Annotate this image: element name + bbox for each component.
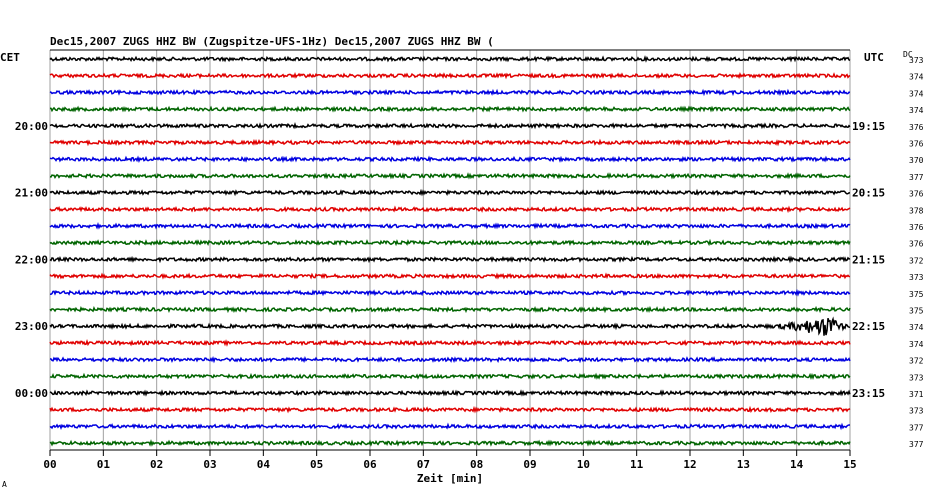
trace-line — [49, 238, 851, 247]
dc-value: 377 — [909, 173, 924, 182]
left-timezone-label: CET — [0, 51, 20, 64]
trace-line — [49, 188, 851, 197]
trace-line — [49, 422, 851, 431]
dc-value: 375 — [909, 290, 924, 299]
dc-value: 374 — [909, 89, 924, 98]
dc-value: 373 — [909, 273, 924, 282]
trace-line — [49, 155, 851, 164]
x-tick-label: 05 — [310, 458, 323, 471]
trace-line — [49, 389, 851, 397]
dc-value: 374 — [909, 323, 924, 332]
trace-line — [49, 172, 851, 180]
trace-line — [49, 356, 851, 364]
dc-value: 372 — [909, 357, 924, 366]
labels: 373 374 374 374 376 376 370 377 376 378 376 376 372 3… — [15, 56, 924, 449]
left-time-label: 23:00 — [15, 320, 48, 333]
trace-line — [49, 305, 851, 314]
left-time-label: 22:00 — [15, 253, 48, 266]
x-tick-label: 15 — [843, 458, 856, 471]
x-tick-label: 09 — [523, 458, 536, 471]
trace-line — [49, 71, 851, 80]
right-timezone-label: UTC — [864, 51, 884, 64]
trace-line — [49, 272, 851, 280]
trace-line — [49, 122, 851, 130]
x-axis: 00 01 02 03 04 05 06 07 08 09 10 11 12 13 14 15 — [43, 449, 857, 471]
x-tick-label: 13 — [737, 458, 750, 471]
trace-line — [49, 339, 851, 347]
left-time-label: 20:00 — [15, 120, 48, 133]
trace-line — [49, 55, 851, 63]
right-time-label: 21:15 — [852, 253, 885, 266]
x-tick-label: 07 — [417, 458, 430, 471]
dc-value: 376 — [909, 240, 924, 249]
dc-value: 375 — [909, 307, 924, 316]
right-time-label: 22:15 — [852, 320, 885, 333]
dc-value: 373 — [909, 407, 924, 416]
dc-value: 373 — [909, 56, 924, 65]
corner-mark: A — [2, 480, 7, 489]
x-tick-label: 06 — [363, 458, 377, 471]
dc-value: 376 — [909, 223, 924, 232]
trace-line — [49, 255, 851, 264]
x-axis-title: Zeit [min] — [417, 472, 483, 485]
trace-line — [49, 439, 851, 447]
dc-value: 370 — [909, 156, 924, 165]
right-time-label: 23:15 — [852, 387, 885, 400]
x-tick-label: 00 — [43, 458, 56, 471]
trace-line — [49, 222, 851, 230]
trace-line — [49, 105, 851, 113]
dc-value: 374 — [909, 106, 924, 115]
trace-line — [49, 88, 851, 97]
left-time-label: 21:00 — [15, 187, 48, 200]
trace-line — [49, 405, 851, 414]
dc-value: 374 — [909, 340, 924, 349]
dc-value: 378 — [909, 206, 924, 215]
dc-value: 376 — [909, 140, 924, 149]
dc-value: 373 — [909, 373, 924, 382]
trace-line — [49, 205, 851, 214]
dc-value: 377 — [909, 423, 924, 432]
dc-value: 374 — [909, 73, 924, 82]
trace-line — [49, 316, 851, 336]
chart-title: Dec15,2007 ZUGS HHZ BW (Zugspitze-UFS-1H… — [50, 35, 494, 48]
grid — [49, 49, 851, 450]
trace-line — [49, 372, 851, 381]
x-tick-label: 14 — [790, 458, 804, 471]
dc-value: 376 — [909, 190, 924, 199]
dc-value: 371 — [909, 390, 924, 399]
right-time-label: 19:15 — [852, 120, 885, 133]
x-tick-label: 01 — [97, 458, 111, 471]
trace-line — [49, 288, 851, 297]
left-time-label: 00:00 — [15, 387, 48, 400]
x-tick-label: 04 — [257, 458, 271, 471]
dc-value: 377 — [909, 440, 924, 449]
x-tick-label: 12 — [683, 458, 696, 471]
x-tick-label: 02 — [150, 458, 163, 471]
x-tick-label: 11 — [630, 458, 644, 471]
right-time-label: 20:15 — [852, 187, 885, 200]
dc-value: 372 — [909, 256, 924, 265]
dc-column-header: DC — [903, 50, 913, 59]
dc-value: 376 — [909, 123, 924, 132]
x-tick-label: 03 — [203, 458, 216, 471]
x-tick-label: 08 — [470, 458, 483, 471]
trace-line — [49, 138, 851, 147]
x-tick-label: 10 — [577, 458, 590, 471]
traces — [49, 55, 851, 447]
